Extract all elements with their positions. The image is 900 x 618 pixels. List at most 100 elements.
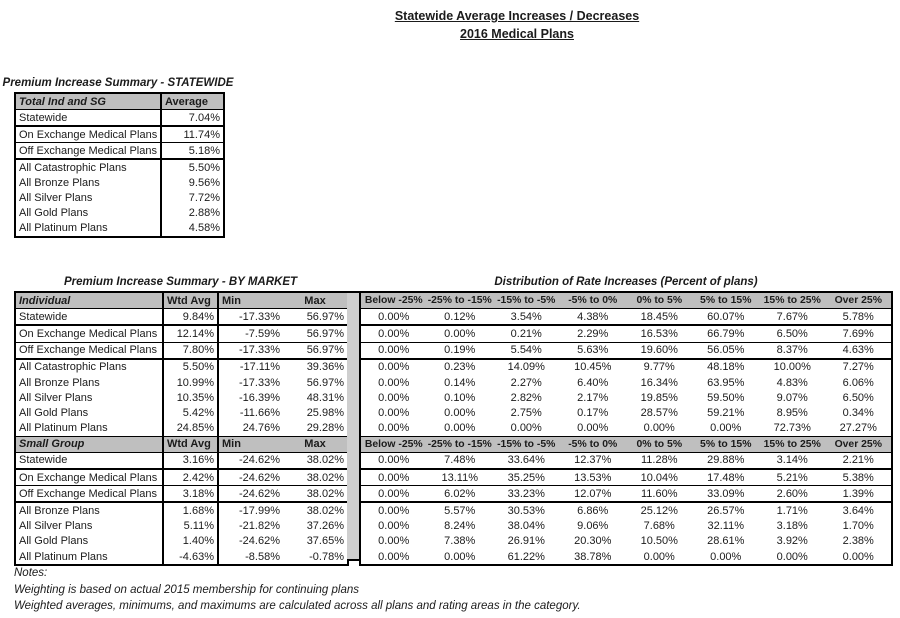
distribution-value: 0.34%: [842, 406, 874, 419]
distribution-table: Below -25% -25% to -15% -15% to -5% -5% …: [359, 291, 893, 567]
distribution-value: 6.40%: [577, 376, 609, 389]
min-value: -16.39%: [239, 391, 280, 404]
distribution-value: 2.60%: [759, 485, 826, 504]
distribution-value: 6.02%: [426, 485, 493, 504]
wtd-avg-value: 5.50%: [163, 358, 219, 375]
distribution-value: 63.95%: [707, 376, 745, 389]
by-market-table-row: All Platinum Plans -4.63% -8.58% -0.78%: [15, 549, 348, 566]
distribution-value: 2.17%: [577, 391, 609, 404]
plan-label: Statewide: [15, 109, 162, 128]
max-value: 38.02%: [283, 485, 348, 504]
distribution-value: 0.00%: [426, 325, 493, 343]
distribution-header-row: Below -25% -25% to -15% -15% to -5% -5% …: [360, 435, 892, 453]
distribution-value: 0.00%: [360, 325, 427, 343]
distribution-table-row: 0.00% 0.00% 0.00% 0.00% 0.00% 0.00% 72.73% 27.2…: [360, 421, 892, 437]
distribution-value: 7.68%: [643, 520, 675, 533]
wtd-avg-value: 3.16%: [163, 452, 219, 471]
max-value: 38.02%: [306, 505, 344, 518]
wtd-avg-value: 5.42%: [163, 405, 219, 421]
wtd-avg-value: 2.42%: [163, 469, 219, 487]
statewide-table-row: Off Exchange Medical Plans 5.18%: [15, 142, 224, 161]
max-value: 56.97%: [283, 308, 348, 327]
col-header-min: Min: [218, 435, 283, 453]
plan-label: All Catastrophic Plans: [15, 358, 164, 375]
distribution-value: 0.00%: [378, 520, 410, 533]
note-line: Weighted averages, minimums, and maximum…: [14, 600, 581, 612]
distribution-value: 4.83%: [776, 376, 808, 389]
distribution-value: 28.57%: [640, 406, 678, 419]
distribution-value: 0.00%: [444, 422, 476, 435]
max-value: 56.97%: [283, 325, 348, 343]
distribution-value: 0.00%: [444, 550, 476, 563]
distribution-value: 5.38%: [825, 469, 892, 487]
distribution-value: 35.25%: [493, 469, 560, 487]
distribution-value: 33.64%: [493, 452, 560, 471]
plan-label: On Exchange Medical Plans: [15, 126, 162, 144]
distribution-value: 5.78%: [825, 308, 892, 327]
distribution-value: 10.45%: [574, 361, 612, 374]
distribution-value: 0.00%: [710, 422, 742, 435]
plan-label: All Silver Plans: [15, 518, 164, 534]
average-value: 9.56%: [188, 177, 220, 190]
plan-label: All Silver Plans: [15, 190, 162, 206]
distribution-value: 3.18%: [776, 520, 808, 533]
page-title-line2: 2016 Medical Plans: [460, 27, 574, 41]
max-value: 38.02%: [283, 469, 348, 487]
distribution-value: 10.50%: [640, 535, 678, 548]
col-header-5-15: 5% to 15%: [692, 292, 759, 310]
col-header-5-15: 5% to 15%: [692, 435, 759, 453]
distribution-value: 0.17%: [577, 406, 609, 419]
by-market-table-row: All Gold Plans 1.40% -24.62% 37.65%: [15, 533, 348, 549]
distribution-value: 0.00%: [378, 535, 410, 548]
distribution-value: 19.60%: [626, 342, 693, 360]
statewide-table-row: On Exchange Medical Plans 11.74%: [15, 126, 224, 144]
wtd-avg-value: 5.11%: [163, 518, 219, 534]
distribution-value: 0.14%: [444, 376, 476, 389]
distribution-value: 13.11%: [426, 469, 493, 487]
col-header-max: Max: [283, 435, 348, 453]
distribution-value: 26.57%: [707, 505, 745, 518]
col-header-over-25: Over 25%: [825, 435, 892, 453]
distribution-table-row: 0.00% 7.48% 33.64% 12.37% 11.28% 29.88% 3.14% 2…: [360, 452, 892, 471]
distribution-value: 6.50%: [759, 325, 826, 343]
distribution-value: 9.07%: [776, 391, 808, 404]
by-market-table-row: All Silver Plans 10.35% -16.39% 48.31%: [15, 390, 348, 406]
max-value: 37.65%: [306, 535, 344, 548]
max-value: 38.02%: [283, 452, 348, 471]
col-header-below-neg25: Below -25%: [360, 435, 427, 453]
col-header-0-5: 0% to 5%: [626, 435, 693, 453]
distribution-value: 56.05%: [692, 342, 759, 360]
col-header-wtd-avg: Wtd Avg: [163, 435, 219, 453]
col-header-wtd-avg: Wtd Avg: [163, 292, 219, 310]
distribution-value: 0.19%: [426, 342, 493, 360]
distribution-value: 5.21%: [759, 469, 826, 487]
col-header-neg25-neg15: -25% to -15%: [426, 435, 493, 453]
min-value: -7.59%: [218, 325, 283, 343]
distribution-value: 5.63%: [559, 342, 626, 360]
col-header-neg5-0: -5% to 0%: [559, 292, 626, 310]
average-value: 2.88%: [188, 207, 220, 220]
plan-label: All Bronze Plans: [15, 502, 164, 519]
distribution-value: 48.18%: [707, 361, 745, 374]
statewide-header-label: Total Ind and SG: [15, 93, 162, 111]
average-value: 5.50%: [188, 161, 220, 174]
distribution-value: 2.21%: [825, 452, 892, 471]
wtd-avg-value: 12.14%: [163, 325, 219, 343]
average-value: 7.04%: [161, 109, 224, 128]
statewide-table-row: All Silver Plans 7.72%: [15, 190, 224, 206]
distribution-value: 60.07%: [692, 308, 759, 327]
by-market-table-row: All Silver Plans 5.11% -21.82% 37.26%: [15, 518, 348, 534]
plan-label: All Gold Plans: [15, 533, 164, 549]
statewide-table-row: All Bronze Plans 9.56%: [15, 175, 224, 191]
distribution-value: 27.27%: [839, 422, 877, 435]
distribution-value: 0.00%: [842, 550, 874, 563]
distribution-value: 7.67%: [759, 308, 826, 327]
min-value: -24.62%: [218, 469, 283, 487]
distribution-value: 61.22%: [507, 550, 545, 563]
wtd-avg-value: -4.63%: [163, 549, 219, 566]
plan-label: All Silver Plans: [15, 390, 164, 406]
distribution-value: 28.61%: [707, 535, 745, 548]
distribution-value: 0.00%: [776, 550, 808, 563]
distribution-value: 0.00%: [577, 422, 609, 435]
distribution-value: 1.39%: [825, 485, 892, 504]
